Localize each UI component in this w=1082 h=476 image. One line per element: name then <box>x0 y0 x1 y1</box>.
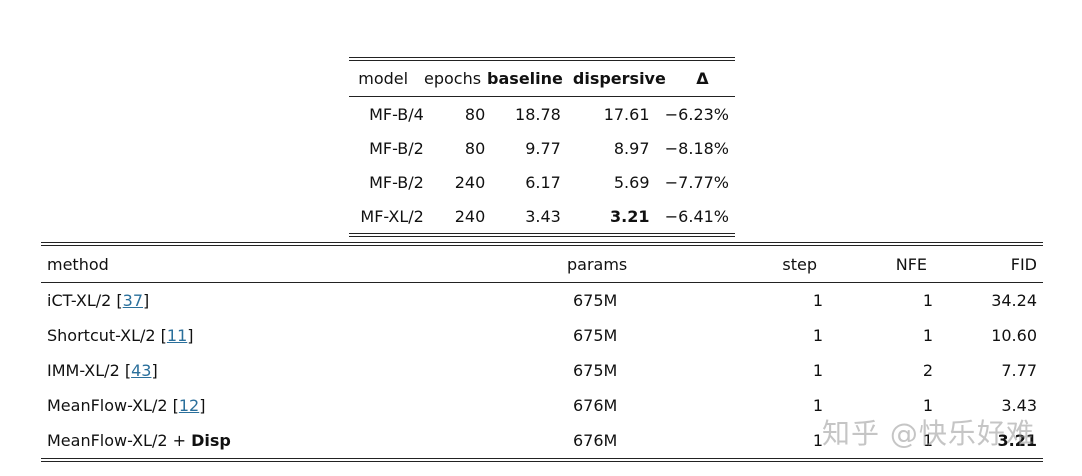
cell-params: 675M <box>573 361 618 380</box>
cell-step: 1 <box>812 291 823 310</box>
cell-params: 675M <box>573 326 618 345</box>
cell-fid: 7.77 <box>1001 361 1037 380</box>
cell-delta: −6.23% <box>664 104 729 124</box>
citation-link[interactable]: 43 <box>131 361 152 380</box>
cell-fid: 34.24 <box>991 291 1037 310</box>
cell-delta: −7.77% <box>664 172 729 192</box>
cell-nfe: 2 <box>922 361 933 380</box>
cell-step: 1 <box>812 396 823 415</box>
cell-dispersive: 17.61 <box>603 104 650 124</box>
cell-baseline: 3.43 <box>525 206 561 226</box>
cell-method: MeanFlow-XL/2 [12] <box>47 396 206 415</box>
header-model: model <box>358 69 409 88</box>
cell-step: 1 <box>812 326 823 345</box>
header-fid: FID <box>1010 254 1037 274</box>
header-nfe: NFE <box>895 254 927 274</box>
table-1-grid: model epochs baseline dispersive Δ <box>349 61 735 96</box>
cell-params: 676M <box>573 431 618 450</box>
header-baseline: baseline <box>487 69 563 88</box>
cell-epochs: 240 <box>454 172 486 192</box>
table-1-header-row: model epochs baseline dispersive Δ <box>349 61 735 96</box>
cell-baseline: 18.78 <box>515 104 561 124</box>
table-1-body: MF-B/4 80 18.78 17.61 −6.23% MF-B/2 80 9… <box>349 97 735 233</box>
cell-baseline: 6.17 <box>525 172 561 192</box>
header-params: params <box>567 254 628 274</box>
cell-step: 1 <box>812 431 823 450</box>
cell-params: 676M <box>573 396 618 415</box>
table-2: method params step NFE FID iCT-XL/2 [37]… <box>41 242 1043 462</box>
cell-dispersive: 5.69 <box>613 172 650 192</box>
header-method: method <box>47 254 109 274</box>
mid-rule <box>349 96 735 97</box>
cell-step: 1 <box>812 361 823 380</box>
cell-dispersive-best: 3.21 <box>610 206 650 226</box>
cell-fid: 10.60 <box>991 326 1037 345</box>
citation-link[interactable]: 12 <box>178 396 200 415</box>
header-step: step <box>782 254 817 274</box>
citation-link[interactable]: 11 <box>166 326 188 345</box>
table-row: MeanFlow-XL/2 + Disp 676M 1 1 3.21 <box>41 423 1043 458</box>
cell-model: MF-B/4 <box>369 104 424 124</box>
header-delta: Δ <box>696 69 709 88</box>
cell-epochs: 240 <box>454 206 486 226</box>
cell-model: MF-B/2 <box>369 172 424 192</box>
top-rule <box>41 242 1043 246</box>
table-row: MF-B/4 80 18.78 17.61 −6.23% <box>349 97 735 131</box>
bottom-rule <box>349 233 735 237</box>
top-rule <box>349 57 735 61</box>
cell-method: iCT-XL/2 [37] <box>47 291 150 310</box>
cell-method: MeanFlow-XL/2 + Disp <box>47 431 231 450</box>
watermark: 知乎 @快乐好难 <box>822 417 1035 450</box>
cell-nfe: 1 <box>922 431 933 450</box>
header-dispersive: dispersive <box>572 69 666 88</box>
cell-delta: −6.41% <box>664 206 729 226</box>
cell-model: MF-B/2 <box>369 138 424 158</box>
header-epochs: epochs <box>423 69 482 88</box>
cell-epochs: 80 <box>464 138 486 158</box>
table-row: iCT-XL/2 [37] 675M 1 1 34.24 <box>41 283 1043 318</box>
cell-baseline: 9.77 <box>525 138 561 158</box>
cell-epochs: 80 <box>464 104 486 124</box>
cell-params: 675M <box>573 291 618 310</box>
cell-fid-best: 3.21 <box>997 431 1037 450</box>
cell-model: MF-XL/2 <box>360 206 424 226</box>
cell-fid: 3.43 <box>1001 396 1037 415</box>
table-row: IMM-XL/2 [43] 675M 1 2 7.77 <box>41 353 1043 388</box>
cell-nfe: 1 <box>922 326 933 345</box>
table-2-header-row: method params step NFE FID <box>41 246 1043 282</box>
cell-delta: −8.18% <box>664 138 729 158</box>
table-2-grid: method params step NFE FID <box>41 246 1043 282</box>
table-row: Shortcut-XL/2 [11] 675M 1 1 10.60 <box>41 318 1043 353</box>
disp-label: Disp <box>191 431 231 450</box>
bottom-rule <box>41 458 1043 462</box>
cell-method: IMM-XL/2 [43] <box>47 361 158 380</box>
table-1: model epochs baseline dispersive Δ MF-B/… <box>349 57 735 237</box>
mid-rule <box>41 282 1043 283</box>
table-2-body: iCT-XL/2 [37] 675M 1 1 34.24 Shortcut-XL… <box>41 283 1043 458</box>
cell-method: Shortcut-XL/2 [11] <box>47 326 194 345</box>
cell-dispersive: 8.97 <box>613 138 650 158</box>
cell-nfe: 1 <box>922 291 933 310</box>
table-row: MF-B/2 240 6.17 5.69 −7.77% <box>349 165 735 199</box>
table-row: MeanFlow-XL/2 [12] 676M 1 1 3.43 <box>41 388 1043 423</box>
citation-link[interactable]: 37 <box>122 291 144 310</box>
table-row: MF-B/2 80 9.77 8.97 −8.18% <box>349 131 735 165</box>
table-row: MF-XL/2 240 3.43 3.21 −6.41% <box>349 199 735 233</box>
cell-nfe: 1 <box>922 396 933 415</box>
